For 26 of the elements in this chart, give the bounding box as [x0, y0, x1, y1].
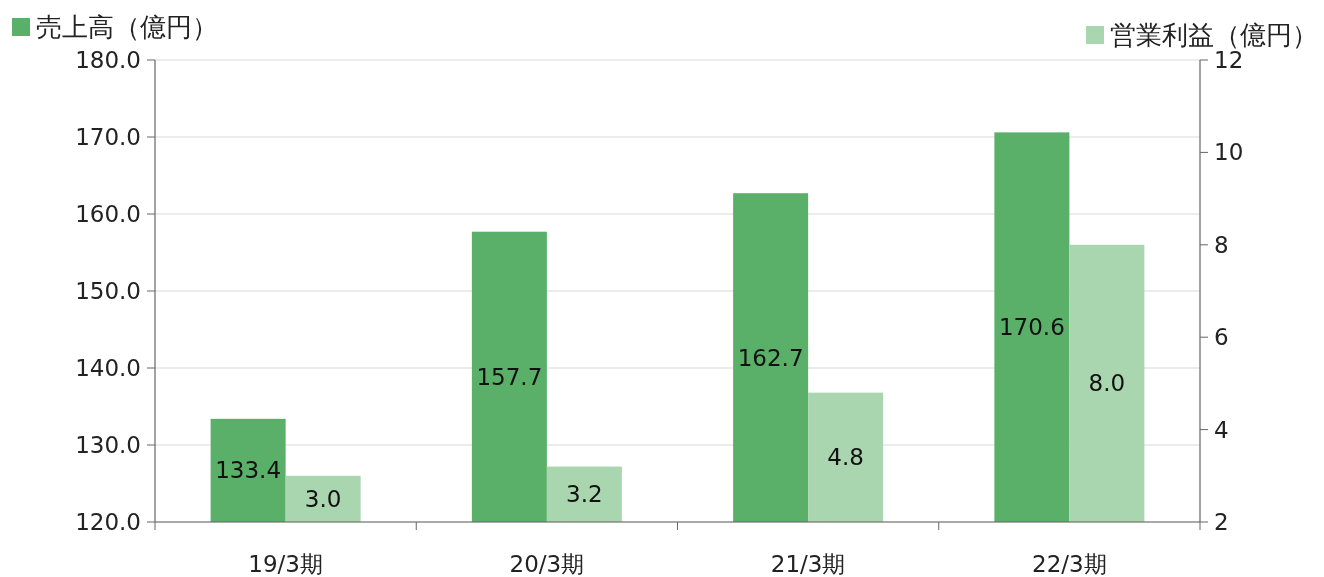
data-label: 3.2	[566, 481, 603, 508]
y2-tick-label: 2	[1214, 509, 1229, 535]
data-label: 133.4	[215, 457, 282, 484]
y2-tick-label: 4	[1214, 416, 1229, 443]
data-label: 157.7	[476, 363, 543, 390]
y-tick-label: 160.0	[75, 201, 141, 227]
x-tick-label: 19/3期	[248, 551, 323, 577]
x-tick-label: 22/3期	[1032, 551, 1107, 577]
data-label: 8.0	[1088, 370, 1126, 397]
data-label: 162.7	[737, 344, 804, 371]
y-tick-label: 140.0	[75, 355, 141, 381]
data-label: 3.0	[304, 485, 342, 512]
legend-label: 営業利益（億円）	[1110, 20, 1318, 50]
y-tick-label: 150.0	[75, 278, 141, 304]
y-tick-label: 120.0	[75, 509, 141, 535]
data-label: 170.6	[998, 314, 1065, 341]
y2-tick-label: 6	[1214, 324, 1229, 351]
y-tick-label: 170.0	[75, 124, 141, 150]
data-label: 4.8	[827, 444, 864, 471]
legend-label: 売上高（億円）	[36, 12, 218, 42]
x-tick-label: 21/3期	[770, 551, 846, 577]
y-tick-label: 180.0	[75, 47, 141, 73]
x-tick-label: 20/3期	[509, 551, 585, 577]
y2-tick-label: 8	[1214, 231, 1229, 258]
y-tick-label: 130.0	[75, 432, 141, 458]
y2-tick-label: 10	[1214, 139, 1244, 166]
